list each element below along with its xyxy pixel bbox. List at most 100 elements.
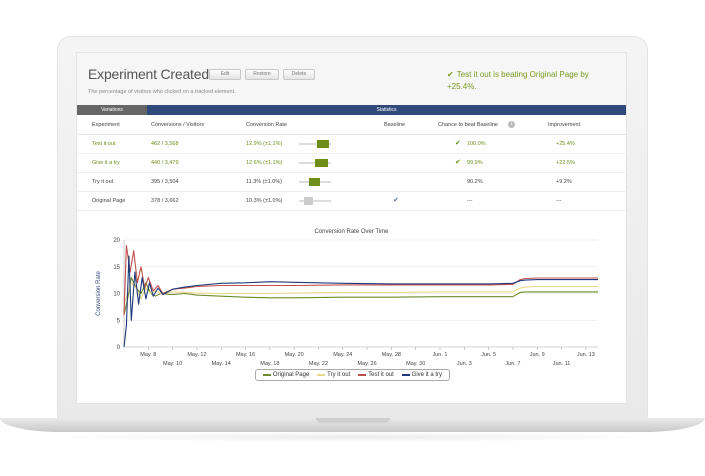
row-conversion-rate: 12.9% (±1.1%)	[246, 141, 283, 147]
row-improvement: +22.5%	[556, 160, 575, 166]
results-table: Experiment Conversions / Visitors Conver…	[77, 115, 626, 211]
row-name[interactable]: Original Page	[92, 198, 126, 204]
ci-track	[299, 143, 331, 145]
col-experiment: Experiment	[92, 122, 120, 128]
x-tick-label: Jun. 3	[457, 361, 472, 367]
experiment-header: Experiment Created Edit Restore Delete T…	[77, 53, 626, 105]
row-conversion-rate: 10.3% (±1.0%)	[246, 198, 283, 204]
app-screen: Experiment Created Edit Restore Delete T…	[76, 52, 627, 404]
legend-swatch	[358, 374, 367, 376]
row-name[interactable]: Try it out	[92, 179, 114, 185]
x-tick-label: May. 30	[406, 361, 425, 367]
x-tick-label: Jun. 9	[530, 352, 545, 358]
row-chance: 100.0%	[467, 141, 486, 147]
page-subtitle: The percentage of visitors who clicked o…	[88, 89, 236, 95]
x-tick-label: Jun. 7	[505, 361, 520, 367]
laptop-notch	[316, 418, 390, 423]
check-icon: ✔	[447, 70, 454, 79]
row-conversions: 378 / 3,662	[151, 198, 179, 204]
row-improvement: ---	[556, 198, 562, 204]
legend-item-test[interactable]: Test it out	[358, 372, 394, 378]
winner-check-icon: ✔	[455, 140, 461, 147]
table-row[interactable]: Give it a try 440 / 3,479 12.6% (±1.1%) ✔ 99…	[77, 154, 626, 173]
y-tick-label: 10	[113, 292, 120, 298]
row-conversions: 440 / 3,479	[151, 160, 179, 166]
winner-message: Test it out is beating Original Page by …	[447, 70, 589, 91]
legend-label: Original Page	[272, 372, 310, 378]
row-conversion-rate: 12.6% (±1.1%)	[246, 160, 283, 166]
row-chance: 99.9%	[467, 160, 483, 166]
row-conversion-rate: 11.3% (±1.0%)	[246, 179, 282, 185]
info-icon[interactable]: i	[508, 121, 515, 128]
restore-button[interactable]: Restore	[245, 69, 279, 80]
x-tick-label: Jun. 11	[553, 361, 571, 367]
x-tick-label: May. 20	[285, 352, 304, 358]
row-improvement: +9.2%	[556, 179, 572, 185]
x-tick-label: May. 8	[140, 352, 156, 358]
table-row[interactable]: Test it out 462 / 3,568 12.9% (±1.1%) ✔ 100.…	[77, 135, 626, 154]
legend-swatch	[262, 374, 271, 376]
x-tick-label: Jun. 5	[481, 352, 496, 358]
table-header: Experiment Conversions / Visitors Conver…	[77, 115, 626, 135]
ci-range	[308, 178, 320, 186]
confidence-interval-bar	[299, 159, 331, 167]
y-tick-label: 0	[117, 345, 121, 351]
x-tick-label: May. 12	[187, 352, 206, 358]
conversion-chart: 0 5 10 15 20 Conversion Rate May. 8 May. 10 May.…	[96, 238, 598, 367]
baseline-check-icon: ✔	[393, 197, 399, 204]
legend-item-try[interactable]: Try it out	[317, 372, 350, 378]
x-tick-label: May. 22	[309, 361, 328, 367]
x-tick-label: May. 18	[260, 361, 279, 367]
legend-label: Give it a try	[411, 372, 443, 378]
y-tick-label: 5	[117, 318, 121, 324]
ci-range	[303, 197, 314, 205]
winner-check-icon: ✔	[455, 159, 461, 166]
x-tick-label: May. 24	[333, 352, 352, 358]
row-improvement: +25.4%	[556, 141, 575, 147]
x-tick-label: May. 26	[357, 361, 376, 367]
page-title: Experiment Created	[88, 66, 209, 82]
x-tick-label: May. 14	[212, 361, 231, 367]
row-conversions: 462 / 3,568	[151, 141, 179, 147]
col-conversions: Conversions / Visitors	[151, 122, 205, 128]
series-original-page	[123, 276, 598, 316]
col-baseline: Baseline	[384, 122, 406, 128]
row-conversions: 395 / 3,504	[151, 179, 179, 185]
row-name[interactable]: Give it a try	[92, 160, 120, 166]
laptop-base	[0, 418, 705, 432]
legend-item-original[interactable]: Original Page	[262, 372, 310, 378]
ci-range	[316, 140, 330, 148]
table-row[interactable]: Try it out 395 / 3,504 11.3% (±1.0%) 90.2% +…	[77, 173, 626, 192]
laptop-shadow	[40, 432, 665, 442]
delete-button[interactable]: Delete	[283, 69, 315, 80]
row-name[interactable]: Test it out	[92, 141, 116, 147]
ci-range	[315, 159, 328, 167]
edit-button[interactable]: Edit	[209, 69, 241, 80]
series-give-it-a-try	[123, 255, 598, 348]
tab-variations[interactable]: Variations	[77, 105, 147, 115]
chart-legend: Original Page Try it out Test it out Giv…	[255, 369, 450, 381]
col-conversion-rate: Conversion Rate	[246, 122, 287, 128]
y-tick-label: 15	[113, 265, 120, 271]
confidence-interval-bar	[299, 140, 331, 148]
x-tick-label: Jun. 13	[577, 352, 595, 358]
table-row[interactable]: Original Page 378 / 3,662 10.3% (±1.0%) ✔ --…	[77, 192, 626, 211]
confidence-interval-bar	[299, 197, 331, 205]
tab-bar: Variations Statistics	[77, 105, 626, 115]
series-test-it-out	[123, 244, 598, 315]
legend-swatch	[401, 374, 410, 376]
ci-track	[299, 200, 331, 202]
col-chance: Chance to beat Baseline	[438, 122, 498, 128]
legend-item-give[interactable]: Give it a try	[401, 372, 443, 378]
tab-statistics[interactable]: Statistics	[376, 107, 397, 113]
y-axis-label: Conversion Rate	[96, 270, 102, 315]
row-chance: ---	[467, 198, 473, 204]
series-try-it-out	[123, 282, 598, 305]
col-improvement: Improvement	[548, 122, 581, 128]
x-tick-label: May. 10	[163, 361, 182, 367]
legend-label: Test it out	[368, 372, 394, 378]
x-tick-label: May. 28	[382, 352, 401, 358]
winner-banner: ✔ Test it out is beating Original Page by…	[447, 69, 617, 93]
chart-title: Conversion Rate Over Time	[314, 229, 389, 235]
x-tick-label: May. 16	[236, 352, 255, 358]
